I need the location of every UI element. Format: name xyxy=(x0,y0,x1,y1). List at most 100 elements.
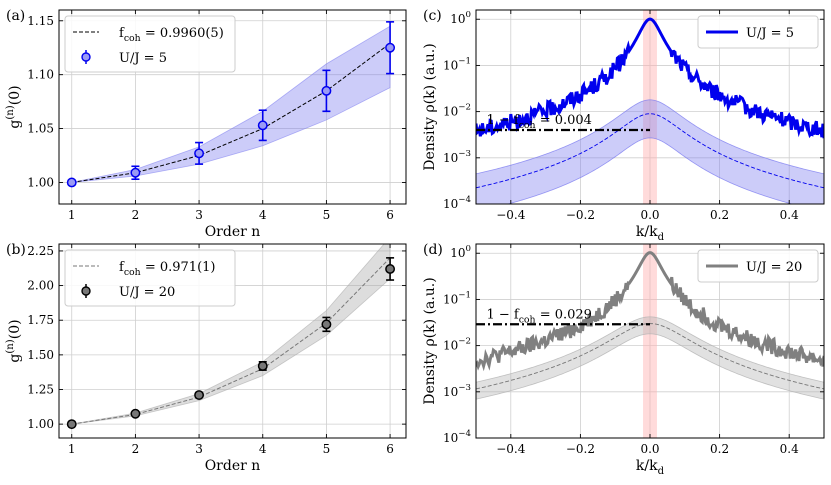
text-segment: 2 xyxy=(132,442,140,456)
text-segment: −1 xyxy=(458,290,471,300)
text-segment: 0.4 xyxy=(780,208,799,222)
text-segment: 10 xyxy=(450,12,465,26)
x-tick-label: 4 xyxy=(259,208,267,222)
text-segment: 10 xyxy=(443,58,458,72)
text-segment: −4 xyxy=(458,195,471,205)
text-segment: 1 xyxy=(68,442,76,456)
x-tick-label: 3 xyxy=(195,442,203,456)
y-axis-label: Density ρ(k) (a.u.) xyxy=(422,277,438,404)
text-segment: 0 xyxy=(466,10,472,20)
y-tick-label: 10−1​ xyxy=(443,56,471,72)
y-tick-label: 100​ xyxy=(450,244,471,260)
y-axis-label: g(n)(0) xyxy=(4,85,23,128)
text-segment: (a) xyxy=(6,8,25,24)
y-tick-label: 10−3​ xyxy=(443,149,471,165)
panel-label: (b) xyxy=(6,242,26,258)
text-segment: 4 xyxy=(259,208,267,222)
text-segment: 6 xyxy=(386,208,394,222)
panel-label: (c) xyxy=(423,8,442,24)
legend: fcoh = 0.971(1) U/J = 20 xyxy=(64,249,236,307)
y-tick-label: 1.50 xyxy=(27,348,54,362)
text-segment: −0.4 xyxy=(496,208,526,222)
shaded-region xyxy=(643,10,657,204)
text-segment: 1.00 xyxy=(27,417,54,431)
text-segment: 2 xyxy=(132,208,140,222)
y-tick-label: 10−1​ xyxy=(443,290,471,306)
x-tick-label: 6 xyxy=(386,208,394,222)
text-segment: (b) xyxy=(6,242,26,258)
text-segment: 10 xyxy=(450,246,465,260)
text-segment: Density ρ(k) (a.u.) xyxy=(422,43,438,170)
y-tick-label: 1.00 xyxy=(27,175,54,189)
text-segment: 1 − f xyxy=(486,113,519,128)
text-segment: −3 xyxy=(458,149,471,159)
text-segment: 0.4 xyxy=(780,442,799,456)
text-segment: 3 xyxy=(195,442,203,456)
x-tick-label: 2 xyxy=(132,442,140,456)
x-tick-label: 1 xyxy=(68,208,76,222)
legend-box xyxy=(697,249,819,283)
y-tick-label: 1.10 xyxy=(27,68,54,82)
plot-area xyxy=(476,244,824,438)
y-tick-label: 1.75 xyxy=(27,313,54,327)
data-point xyxy=(130,408,141,419)
y-tick-label: 2.25 xyxy=(27,244,54,258)
text-segment: k/k xyxy=(636,224,658,240)
legend-series-label: U/J = 5 xyxy=(119,51,167,66)
y-tick-label: 2.00 xyxy=(27,279,54,293)
text-segment: f xyxy=(119,26,125,41)
text-segment: = 0.9960(5) xyxy=(141,26,224,41)
x-tick-label: 0.0 xyxy=(640,442,659,456)
data-point xyxy=(66,177,77,188)
y-axis-label: g(n)(0) xyxy=(4,319,23,362)
text-segment: (c) xyxy=(423,8,442,24)
text-segment: 4 xyxy=(259,442,267,456)
x-tick-label: −0.4 xyxy=(496,442,526,456)
density-curve xyxy=(476,17,824,139)
data-point xyxy=(257,120,268,131)
text-segment: coh xyxy=(519,314,536,325)
x-tick-label: 0.2 xyxy=(710,442,729,456)
legend: U/J = 20 xyxy=(697,249,819,283)
text-segment: 1 xyxy=(68,208,76,222)
x-tick-label: 3 xyxy=(195,208,203,222)
text-segment: 10 xyxy=(443,151,458,165)
text-segment: (0) xyxy=(7,85,23,105)
text-segment: d xyxy=(658,466,665,477)
panel-label: (d) xyxy=(423,242,443,258)
text-segment: U/J = 20 xyxy=(746,260,802,275)
text-segment: = 0.004 xyxy=(536,113,592,128)
text-segment: g xyxy=(7,354,23,363)
legend-series-label: U/J = 20 xyxy=(119,285,175,300)
y-tick-label: 10−3​ xyxy=(443,383,471,399)
text-segment: 10 xyxy=(443,292,458,306)
x-tick-label: 5 xyxy=(323,208,331,222)
text-segment: = 0.971(1) xyxy=(141,260,216,275)
x-axis-label: Order n xyxy=(205,224,261,240)
legend: fcoh = 0.9960(5) U/J = 5 xyxy=(64,15,236,73)
fit-line xyxy=(71,257,391,425)
text-segment: Order n xyxy=(205,224,261,240)
text-segment: coh xyxy=(124,33,141,44)
text-segment: (0) xyxy=(7,319,23,339)
text-segment: 10 xyxy=(443,197,458,211)
data-point xyxy=(385,42,396,53)
legend-fit-label: fcoh = 0.971(1) xyxy=(119,260,216,278)
text-segment: 1.00 xyxy=(27,175,54,189)
text-segment: −1 xyxy=(458,56,471,66)
envelope-band xyxy=(476,316,824,400)
text-segment: (n) xyxy=(4,339,16,353)
x-tick-label: 0.0 xyxy=(640,208,659,222)
y-tick-label: 1.05 xyxy=(27,122,54,136)
x-axis-label: k/kd​ xyxy=(636,224,665,243)
text-segment: −0.4 xyxy=(496,442,526,456)
envelope-band xyxy=(476,99,824,204)
annotation-text: 1 − fcoh = 0.029 xyxy=(486,307,592,325)
shaded-region xyxy=(643,244,657,438)
text-segment: −3 xyxy=(458,383,471,393)
chart-panel-0: 1 2 3 4 5 6 1.00 1.05 1.10 1.15 Order n g(n)(0) (a) f… xyxy=(4,8,407,240)
text-segment: 0.0 xyxy=(640,208,659,222)
text-segment: 2.25 xyxy=(27,244,54,258)
legend-marker xyxy=(81,286,91,296)
